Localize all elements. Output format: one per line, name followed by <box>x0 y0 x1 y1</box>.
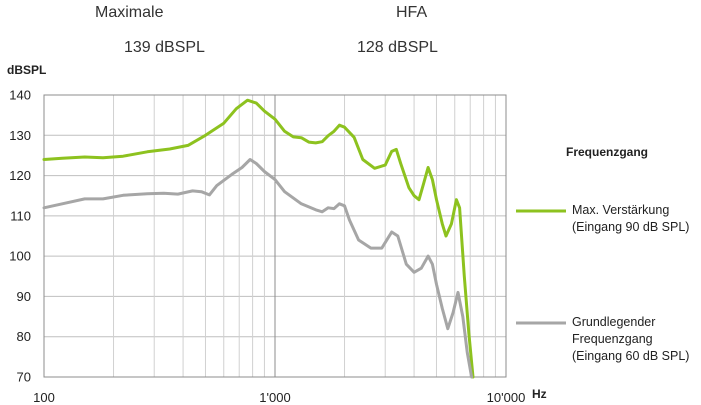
max-header-value: 139 dBSPL <box>124 39 205 56</box>
legend-label-max: Max. Verstärkung (Eingang 90 dB SPL) <box>572 202 689 236</box>
tick-labels: 70 80 90 100 110 120 130 140 100 1'000 10'000 <box>9 88 525 405</box>
y-tick-label: 100 <box>9 249 31 264</box>
legend-label-max-line2: (Eingang 90 dB SPL) <box>572 220 690 234</box>
y-tick-label: 120 <box>9 168 31 183</box>
x-tick-label: 1'000 <box>259 390 290 405</box>
legend-label-basic-line1: Grundlegender <box>572 315 656 329</box>
series-lines <box>42 98 475 379</box>
legend-title: Frequenzgang <box>566 145 649 159</box>
legend <box>516 209 566 325</box>
hfa-header-value: 128 dBSPL <box>357 39 438 56</box>
legend-label-basic-line2: Frequenzgang <box>572 332 653 346</box>
legend-label-basic: Grundlegender Frequenzgang (Eingang 60 d… <box>572 314 689 365</box>
y-tick-label: 140 <box>9 88 31 103</box>
y-axis-title: dBSPL <box>7 63 46 77</box>
x-tick-label: 100 <box>33 390 55 405</box>
legend-label-max-line1: Max. Verstärkung <box>572 203 670 217</box>
series-line-max-gain <box>42 98 475 379</box>
legend-label-basic-line3: (Eingang 60 dB SPL) <box>572 349 690 363</box>
plot-frame <box>43 94 507 378</box>
max-header-label: Maximale <box>95 4 164 21</box>
y-tick-label: 90 <box>17 289 31 304</box>
hfa-header-label: HFA <box>396 4 428 21</box>
y-tick-label: 80 <box>17 329 31 344</box>
y-tick-label: 110 <box>10 208 31 223</box>
y-tick-label: 70 <box>17 370 31 385</box>
series-line-basic-response <box>42 158 474 379</box>
grid <box>44 94 506 378</box>
x-axis-title: Hz <box>532 387 547 401</box>
y-tick-label: 130 <box>9 128 31 143</box>
x-tick-label: 10'000 <box>487 390 526 405</box>
